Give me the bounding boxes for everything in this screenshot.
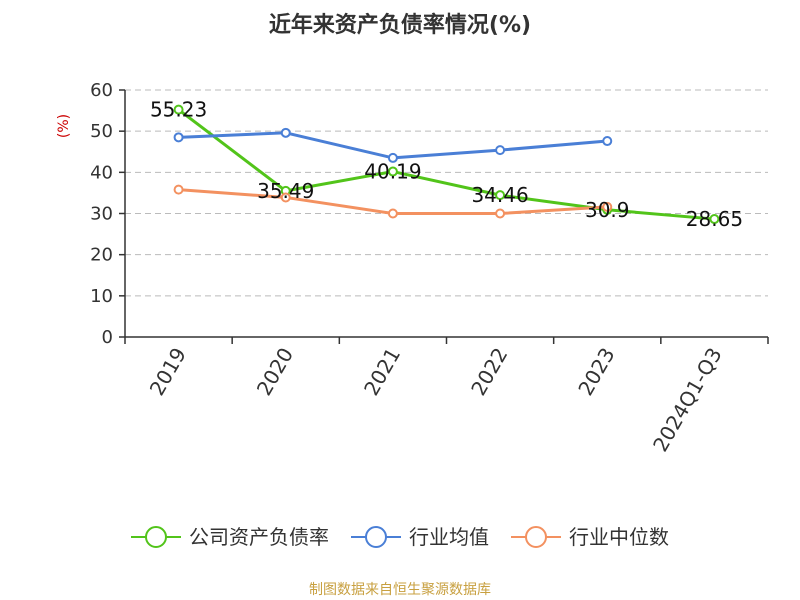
data-point [495,145,506,156]
x-tick-label: 2023 [573,344,619,400]
legend-item[interactable]: 行业中位数 [511,525,669,549]
data-point [602,136,613,147]
y-tick-label: 40 [90,162,113,183]
data-point [602,201,613,212]
chart-title: 近年来资产负债率情况(%) [269,12,531,38]
legend-item[interactable]: 行业均值 [351,525,489,549]
data-point [709,214,720,225]
legend-symbol-circle [365,526,387,548]
data-point [280,127,291,138]
y-tick-label: 30 [90,204,113,225]
data-point [173,132,184,143]
data-label: 34.46 [471,183,528,207]
data-point [173,184,184,195]
y-tick-label: 0 [102,327,113,348]
data-label: 40.19 [364,160,421,184]
legend-label: 行业均值 [409,525,489,549]
y-axis-unit-label: (%) [56,114,72,138]
data-point [495,190,506,201]
data-point [387,208,398,219]
data-point [280,192,291,203]
series-1 [173,104,720,225]
x-tick-label: 2020 [252,344,298,400]
data-label: 55.23 [150,98,207,122]
data-labels: 55.23 35.49 40.19 34.46 30.9 28.65 [150,98,743,231]
y-tick-label: 20 [90,245,113,266]
x-tick-label: 2019 [145,344,191,400]
series-3 [173,184,613,219]
data-label: 28.65 [686,207,743,231]
x-tick-label: 2022 [466,344,512,400]
legend-symbol-circle [525,526,547,548]
legend-label: 公司资产负债率 [189,525,329,549]
legend-item[interactable]: 公司资产负债率 [131,525,329,549]
series-2 [173,127,613,163]
data-point [495,208,506,219]
data-label: 30.9 [585,198,630,222]
y-tick-label: 60 [90,80,113,101]
x-tick-label: 2024Q1-Q3 [648,344,727,456]
legend-symbol-circle [145,526,167,548]
y-tick-label: 10 [90,286,113,307]
data-point [173,104,184,115]
data-point [387,166,398,177]
series-lines [173,104,720,225]
legend: 公司资产负债率 行业均值 行业中位数 [131,525,669,549]
source-note: 制图数据来自恒生聚源数据库 [309,582,491,598]
legend-label: 行业中位数 [569,525,669,549]
y-tick-label: 50 [90,121,113,142]
x-tick-label: 2021 [359,344,405,400]
series-line [177,108,716,221]
data-label: 35.49 [257,179,314,203]
data-point [387,152,398,163]
